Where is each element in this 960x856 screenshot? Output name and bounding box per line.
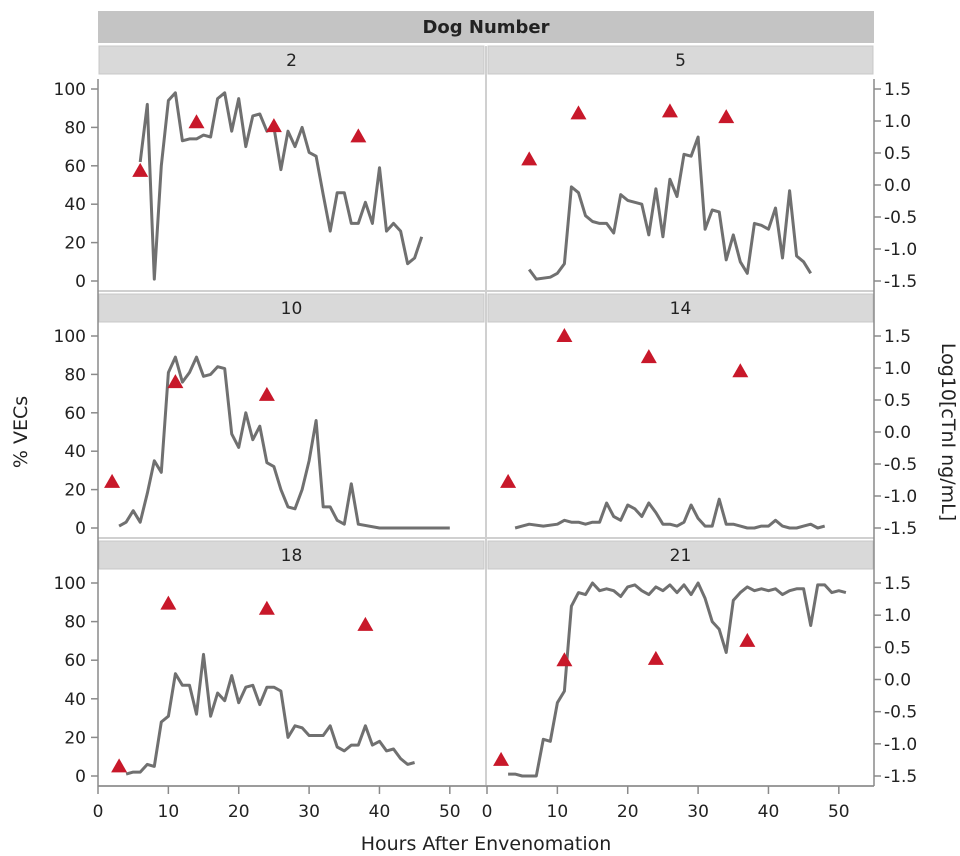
- left-tick-label: 20: [64, 728, 86, 748]
- left-tick-label: 60: [64, 404, 86, 424]
- panel-header: [487, 540, 874, 570]
- panel-header: [98, 540, 485, 570]
- left-tick-label: 80: [64, 118, 86, 138]
- x-tick-label: 10: [547, 802, 569, 822]
- ctni-marker: [357, 616, 374, 631]
- ctni-marker: [111, 758, 128, 773]
- panel-label: 18: [281, 546, 303, 566]
- ctni-marker: [265, 118, 282, 133]
- ctni-marker: [640, 349, 657, 364]
- x-tick-label: 0: [93, 802, 104, 822]
- ctni-marker: [258, 386, 275, 401]
- x-tick-label: 30: [298, 802, 320, 822]
- x-tick-label: 20: [228, 802, 250, 822]
- vecs-series-line: [118, 355, 450, 530]
- left-tick-label: 100: [54, 574, 86, 594]
- ctni-marker: [350, 128, 367, 143]
- right-tick-label: 0.0: [884, 423, 911, 443]
- facet-title: Dog Number: [422, 17, 549, 38]
- panel-header: [98, 45, 485, 75]
- panel-header: [487, 293, 874, 323]
- right-tick-label: 1.0: [884, 606, 911, 626]
- left-tick-label: 80: [64, 365, 86, 385]
- right-tick-label: -1.5: [884, 519, 917, 539]
- ctni-marker: [739, 632, 756, 647]
- panel-label: 21: [670, 546, 692, 566]
- left-tick-label: 40: [64, 195, 86, 215]
- left-tick-label: 0: [75, 272, 86, 292]
- left-tick-label: 40: [64, 690, 86, 710]
- left-tick-label: 60: [64, 651, 86, 671]
- ctni-marker: [556, 652, 573, 667]
- x-tick-label: 40: [758, 802, 780, 822]
- ctni-marker: [258, 600, 275, 615]
- panel-header: [98, 293, 485, 323]
- right-tick-label: 1.5: [884, 574, 911, 594]
- x-tick-label: 50: [828, 802, 850, 822]
- vecs-series-line: [527, 135, 812, 281]
- right-tick-label: -1.5: [884, 272, 917, 292]
- panel-label: 5: [675, 51, 686, 71]
- right-tick-label: 0.5: [884, 391, 911, 411]
- vecs-series-line: [508, 581, 847, 778]
- right-tick-label: -1.0: [884, 240, 917, 260]
- ctni-marker: [556, 328, 573, 342]
- left-tick-label: 100: [54, 327, 86, 347]
- right-tick-label: 0.0: [884, 176, 911, 196]
- right-tick-label: -1.0: [884, 487, 917, 507]
- vecs-series-line: [138, 91, 424, 281]
- right-tick-label: -1.5: [884, 767, 917, 787]
- left-tick-label: 0: [75, 519, 86, 539]
- right-y-axis-title: Log10[cTnI ng/mL]: [937, 343, 959, 521]
- ctni-marker: [732, 363, 749, 378]
- x-axis-title: Hours After Envenomation: [361, 833, 612, 852]
- left-tick-label: 60: [64, 157, 86, 177]
- ctni-marker: [493, 751, 510, 766]
- right-tick-label: -0.5: [884, 703, 917, 723]
- ctni-marker: [647, 650, 664, 665]
- x-tick-label: 50: [439, 802, 461, 822]
- ctni-marker: [160, 595, 177, 610]
- right-tick-label: 1.5: [884, 327, 911, 347]
- vecs-series-line: [514, 497, 826, 530]
- panel-label: 14: [670, 299, 692, 319]
- ctni-marker: [500, 473, 517, 488]
- ctni-marker: [188, 114, 205, 129]
- panel-label: 2: [286, 51, 297, 71]
- left-tick-label: 0: [75, 767, 86, 787]
- right-tick-label: 1.0: [884, 112, 911, 132]
- x-tick-label: 40: [369, 802, 391, 822]
- x-tick-label: 30: [687, 802, 709, 822]
- ctni-marker: [718, 109, 735, 124]
- right-tick-label: 1.0: [884, 359, 911, 379]
- right-tick-label: 0.0: [884, 671, 911, 691]
- panel-label: 10: [281, 299, 303, 319]
- vecs-series-line: [125, 652, 415, 776]
- left-tick-label: 80: [64, 613, 86, 633]
- x-tick-label: 20: [617, 802, 639, 822]
- x-tick-label: 0: [482, 802, 493, 822]
- ctni-marker: [104, 473, 121, 488]
- right-tick-label: -0.5: [884, 455, 917, 475]
- left-y-axis-title: % VECs: [10, 396, 32, 468]
- right-tick-label: 0.5: [884, 144, 911, 164]
- left-tick-label: 20: [64, 234, 86, 254]
- ctni-marker: [132, 162, 149, 177]
- ctni-marker: [570, 105, 587, 120]
- left-tick-label: 40: [64, 442, 86, 462]
- right-tick-label: 1.5: [884, 80, 911, 100]
- left-tick-label: 100: [54, 80, 86, 100]
- panel-header: [487, 45, 874, 75]
- right-tick-label: -1.0: [884, 735, 917, 755]
- right-tick-label: -0.5: [884, 208, 917, 228]
- facet-title-bar: [98, 11, 874, 43]
- left-tick-label: 20: [64, 481, 86, 501]
- right-tick-label: 0.5: [884, 638, 911, 658]
- ctni-marker: [167, 374, 184, 389]
- x-tick-label: 10: [158, 802, 180, 822]
- ctni-marker: [521, 151, 538, 166]
- ctni-marker: [661, 103, 678, 118]
